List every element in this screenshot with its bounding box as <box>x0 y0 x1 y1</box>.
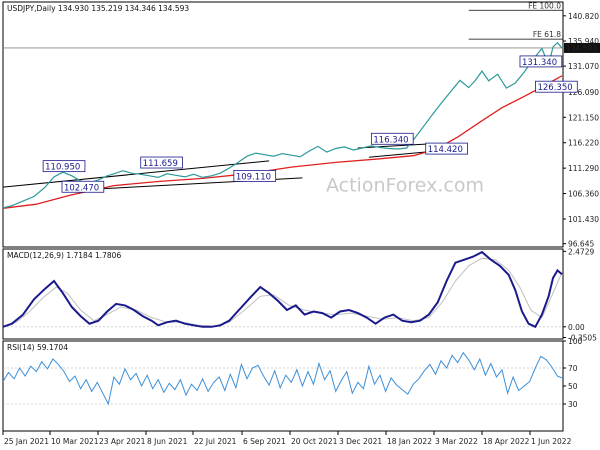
macd-line <box>2 250 563 329</box>
price-pane-header: USDJPY,Daily 134.930 135.219 134.346 134… <box>7 4 189 13</box>
rsi-y-label: 100 <box>568 337 583 346</box>
macd-pane-header: MACD(12,26,9) 1.7184 1.7806 <box>7 251 121 260</box>
level-label: 109.110 <box>236 172 271 182</box>
x-tick-label: 10 Mar 2021 <box>51 437 99 446</box>
x-tick-label: 23 Apr 2021 <box>99 437 146 446</box>
pane-frame-1 <box>2 1 564 248</box>
rsi-y-label: 30 <box>568 400 578 409</box>
level-label-box <box>140 156 183 169</box>
price-y-label: 116.220 <box>568 139 599 148</box>
level-label-box <box>42 160 86 173</box>
level-label: 126.350 <box>537 83 572 93</box>
fe-level-label: FE 61.8 <box>533 30 561 39</box>
level-label: 110.950 <box>45 163 80 173</box>
level-label-box <box>233 170 277 182</box>
last-price-label: 134.593 <box>566 44 597 53</box>
pane-frame-3 <box>2 340 564 432</box>
price-line <box>2 41 563 209</box>
x-tick-label: 25 Jan 2021 <box>4 437 49 446</box>
pane-frame-2 <box>2 248 564 340</box>
rsi-line <box>2 351 563 406</box>
x-tick-label: 8 Jun 2021 <box>147 437 188 446</box>
x-tick-label: 3 Dec 2021 <box>339 437 382 446</box>
level-label: 102.470 <box>64 183 99 193</box>
last-price-badge <box>564 42 600 53</box>
price-y-label: 101.430 <box>568 215 599 224</box>
moving-average-line <box>2 75 563 209</box>
price-y-label: 106.360 <box>568 190 599 199</box>
x-tick-label: 18 Apr 2022 <box>483 437 530 446</box>
level-label-box <box>425 142 468 155</box>
level-label-box <box>61 180 105 193</box>
x-tick-label: 1 Jun 2022 <box>531 437 572 446</box>
x-tick-label: 18 Jan 2022 <box>387 437 432 446</box>
x-tick-label: 6 Sep 2021 <box>243 437 286 446</box>
level-label: 116.340 <box>373 135 408 145</box>
price-y-label: 96.645 <box>568 240 594 249</box>
x-tick-label: 3 Mar 2022 <box>435 437 478 446</box>
watermark-text: ActionForex.com <box>326 174 484 196</box>
price-y-label: 126.090 <box>568 88 599 97</box>
trendline <box>357 143 430 149</box>
macd-y-label: -0.3505 <box>568 333 597 342</box>
level-label-box <box>519 55 563 68</box>
level-label-box <box>370 132 414 145</box>
macd-signal-line <box>2 257 563 328</box>
price-y-label: 111.290 <box>568 164 599 173</box>
macd-y-label: 2.4729 <box>568 247 594 256</box>
rsi-y-label: 70 <box>568 364 578 373</box>
price-y-label: 135.940 <box>568 37 599 46</box>
rsi-y-label: 50 <box>568 382 578 391</box>
trendline <box>368 151 430 158</box>
price-y-label: 121.150 <box>568 113 599 122</box>
level-label: 111.659 <box>143 159 178 169</box>
level-label: 131.340 <box>522 58 557 68</box>
level-label-box <box>535 80 578 93</box>
rsi-pane-header: RSI(14) 59.1704 <box>7 343 68 352</box>
level-label: 114.420 <box>428 145 463 155</box>
x-tick-label: 22 Jul 2021 <box>194 437 237 446</box>
price-y-label: 140.820 <box>568 12 599 21</box>
fe-level-label: FE 100.0 <box>528 1 561 10</box>
price-y-label: 131.070 <box>568 62 599 71</box>
macd-y-label: 0.00 <box>568 323 585 332</box>
x-tick-label: 20 Oct 2021 <box>291 437 338 446</box>
